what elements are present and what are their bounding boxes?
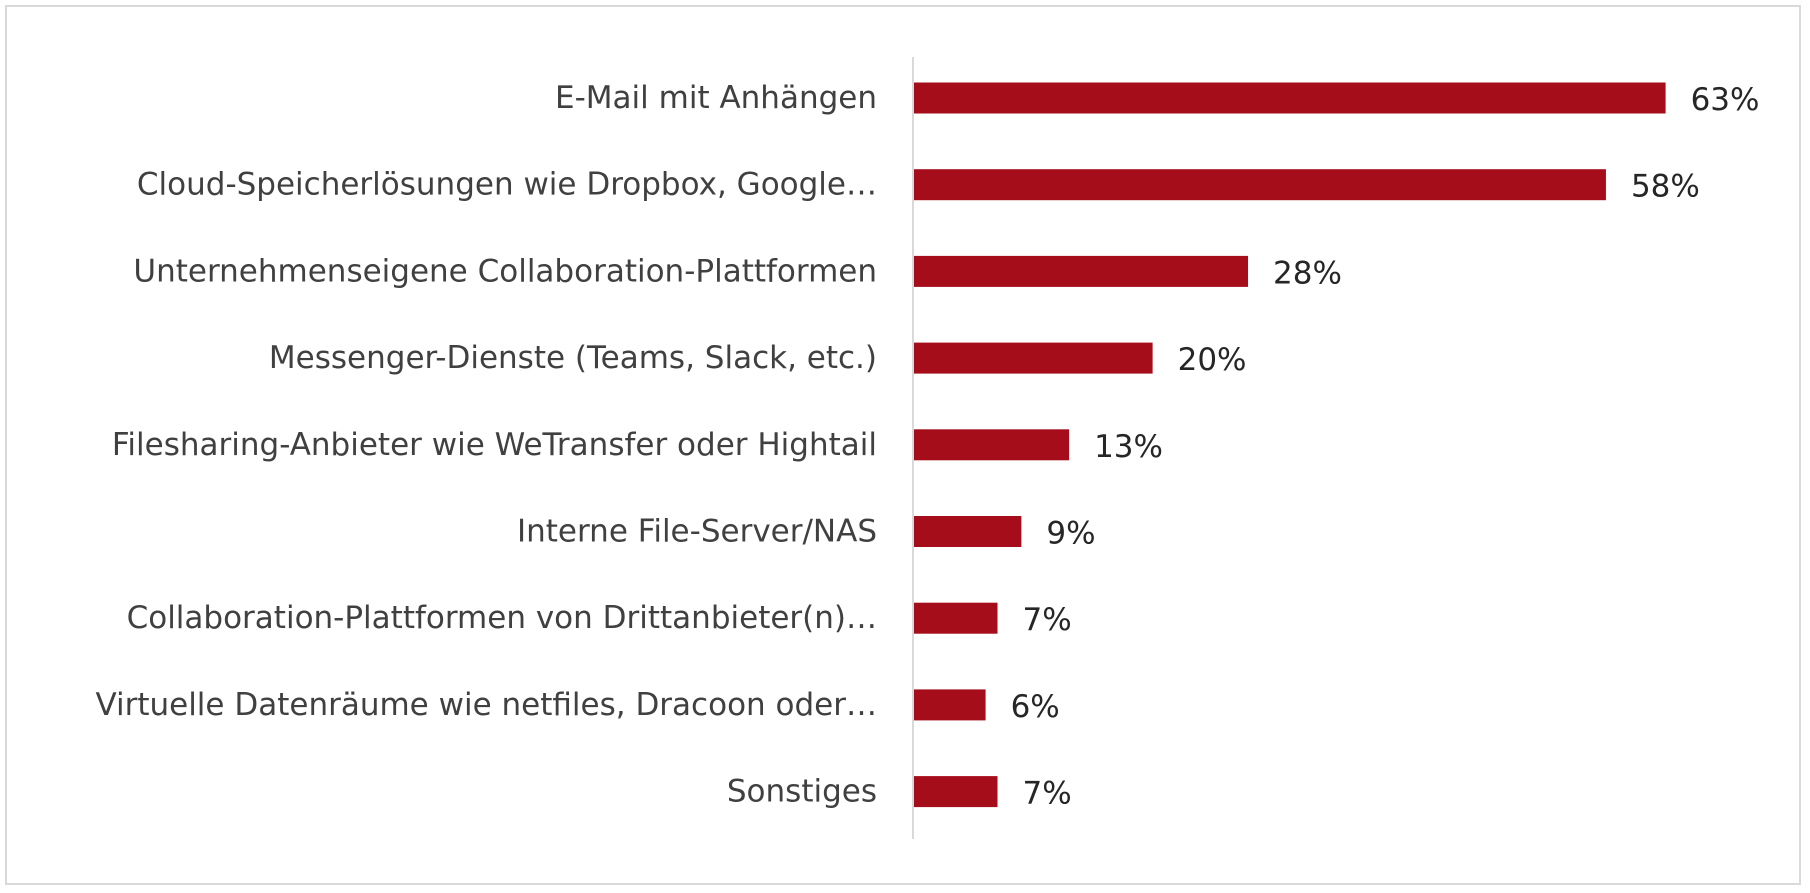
value-label: 7% <box>1023 602 1072 638</box>
category-label: Cloud-Speicherlösungen wie Dropbox, Goog… <box>137 167 877 203</box>
category-label: Sonstiges <box>727 774 877 810</box>
value-label: 9% <box>1046 516 1095 552</box>
bar <box>914 169 1606 201</box>
value-label: 7% <box>1023 776 1072 812</box>
value-label: 13% <box>1094 429 1163 465</box>
bar <box>914 776 998 808</box>
bar <box>914 516 1022 547</box>
category-label: E-Mail mit Anhängen <box>555 80 877 116</box>
bars-group <box>914 82 1666 808</box>
chart-frame: E-Mail mit Anhängen Cloud-Speicherlösunge… <box>5 5 1801 885</box>
bar <box>914 342 1153 374</box>
bar-chart: E-Mail mit Anhängen Cloud-Speicherlösunge… <box>95 57 1760 839</box>
value-labels: 63% 58% 28% 20% 13% 9% 7% 6% 7% <box>1011 82 1760 812</box>
bar <box>914 82 1666 114</box>
bar <box>914 255 1249 287</box>
bar <box>914 602 998 634</box>
bar <box>914 429 1070 461</box>
value-label: 63% <box>1691 82 1760 118</box>
value-label: 6% <box>1011 689 1060 725</box>
category-label: Messenger-Dienste (Teams, Slack, etc.) <box>269 340 877 376</box>
bar <box>914 689 986 721</box>
value-label: 28% <box>1273 255 1342 291</box>
category-label: Collaboration-Plattformen von Drittanbie… <box>127 600 877 636</box>
value-label: 58% <box>1631 169 1700 205</box>
category-label: Interne File-Server/NAS <box>517 514 877 550</box>
category-label: Filesharing-Anbieter wie WeTransfer oder… <box>112 427 877 463</box>
value-label: 20% <box>1178 342 1247 378</box>
category-label: Unternehmenseigene Collaboration-Plattfo… <box>133 253 877 289</box>
category-labels: E-Mail mit Anhängen Cloud-Speicherlösunge… <box>95 80 877 810</box>
category-label: Virtuelle Datenräume wie netfiles, Draco… <box>95 687 877 723</box>
